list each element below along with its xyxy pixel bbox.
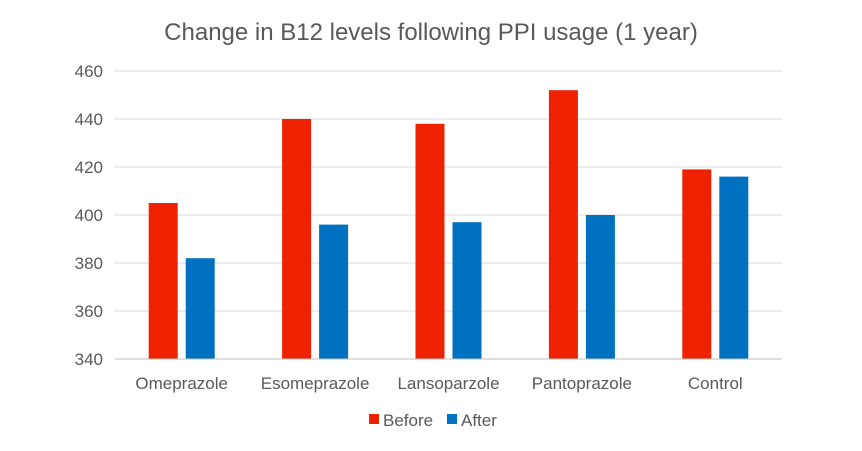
bar-after-control <box>719 176 749 359</box>
legend-label-after: After <box>461 411 497 430</box>
bar-before-pantoprazole <box>548 90 578 359</box>
y-tick-label: 340 <box>75 350 103 369</box>
legend: Before After <box>369 411 497 430</box>
y-tick-label: 380 <box>75 254 103 273</box>
y-axis-ticks: 340 360 380 400 420 440 460 <box>75 62 103 369</box>
bar-after-lansoparzole <box>452 222 482 359</box>
bar-before-omeprazole <box>148 203 178 359</box>
legend-swatch-after <box>447 414 457 424</box>
y-tick-label: 460 <box>75 62 103 81</box>
bar-after-pantoprazole <box>585 215 615 359</box>
x-category-label: Control <box>688 374 743 393</box>
bar-after-esomeprazole <box>319 224 349 359</box>
gridlines <box>115 70 782 312</box>
y-tick-label: 420 <box>75 158 103 177</box>
bar-before-esomeprazole <box>282 119 312 359</box>
x-category-label: Omeprazole <box>135 374 228 393</box>
y-tick-label: 360 <box>75 302 103 321</box>
legend-label-before: Before <box>383 411 433 430</box>
bars <box>148 90 749 359</box>
legend-swatch-before <box>369 414 379 424</box>
x-axis-categories: Omeprazole Esomeprazole Lansoparzole Pantop… <box>135 374 742 393</box>
bar-before-lansoparzole <box>415 123 445 359</box>
y-tick-label: 400 <box>75 206 103 225</box>
bar-before-control <box>682 169 712 359</box>
x-category-label: Pantoprazole <box>532 374 632 393</box>
y-tick-label: 440 <box>75 110 103 129</box>
x-category-label: Esomeprazole <box>261 374 370 393</box>
bar-after-omeprazole <box>185 258 215 359</box>
x-category-label: Lansoparzole <box>397 374 499 393</box>
chart-title: Change in B12 levels following PPI usage… <box>164 19 698 46</box>
